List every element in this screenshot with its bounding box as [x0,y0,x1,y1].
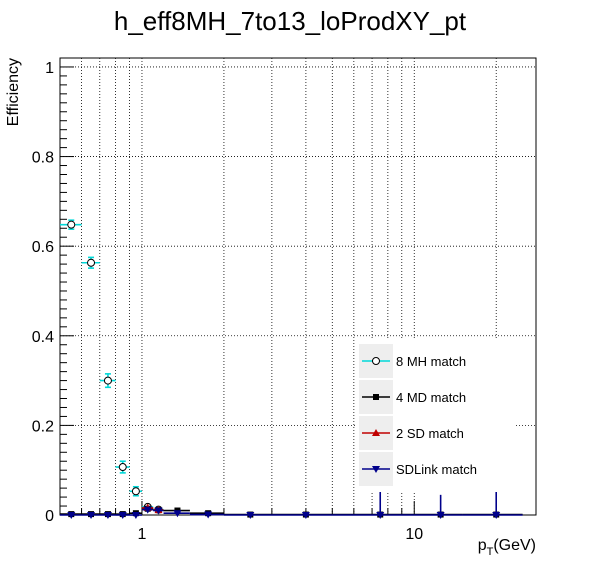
data-marker [67,512,76,519]
x-tick-label: 10 [405,526,423,543]
data-marker [154,507,163,515]
y-tick-label: 0.2 [32,418,54,435]
legend-marker [372,429,380,436]
x-axis-label-unit: (GeV) [493,537,536,554]
y-axis-label: Efficiency [5,58,22,126]
data-marker [131,487,140,496]
chart-title: h_eff8MH_7to13_loProdXY_pt [114,6,467,36]
data-point [271,512,333,519]
legend-marker [372,466,380,473]
x-axis-label-main: p [478,537,487,554]
series-0 [60,219,164,514]
legend: 8 MH match 4 MD match 2 SD match SDLink mat… [355,340,515,492]
data-point [332,490,415,519]
legend-entry-2: 2 SD match [359,416,464,450]
data-marker [204,511,213,519]
legend-entry-0: 8 MH match [359,344,466,378]
legend-label: 8 MH match [396,354,466,369]
data-marker [103,512,112,519]
data-marker [67,220,76,229]
y-tick-label: 0.4 [32,329,54,346]
y-tick-label: 1 [45,60,54,77]
y-tick-label: 0 [45,508,54,525]
data-point [414,494,463,519]
data-point [60,512,82,519]
data-point [81,256,100,269]
data-marker [301,512,310,519]
data-marker [246,512,255,519]
data-point [115,512,130,519]
data-marker [143,506,152,514]
y-tick-label: 0.6 [32,239,54,256]
data-point [462,488,523,519]
legend-marker [373,394,379,400]
data-marker [87,258,96,267]
axis-ticks: 1 10 0 0.2 0.4 0.6 0.8 1 [32,60,497,543]
data-point [129,485,142,497]
data-point [129,512,142,519]
legend-marker [372,357,380,365]
data-point [223,512,272,519]
data-marker [118,463,127,472]
data-marker [87,512,96,519]
data-point [153,507,164,515]
data-point [115,460,130,474]
series-3 [60,488,523,519]
data-point [163,510,190,518]
legend-entry-1: 4 MD match [359,380,466,414]
data-point [60,219,82,230]
data-marker [436,512,445,519]
legend-label: SDLink match [396,462,477,477]
data-point [81,512,100,519]
data-marker [173,510,182,518]
data-marker [492,512,501,519]
x-tick-label: 1 [138,526,147,543]
legend-entry-3: SDLink match [359,452,477,486]
data-point [99,512,116,519]
data-point [189,511,224,519]
data-marker [103,376,112,385]
data-marker [131,512,140,519]
y-tick-label: 0.8 [32,150,54,167]
data-marks [60,219,523,519]
data-point [99,373,116,389]
legend-label: 2 SD match [396,426,464,441]
legend-label: 4 MD match [396,390,466,405]
x-axis-label: pT(GeV) [478,537,536,558]
x-axis-label-subscript: T [487,546,494,558]
data-marker [376,512,385,519]
data-point [141,506,154,514]
data-marker [118,512,127,519]
